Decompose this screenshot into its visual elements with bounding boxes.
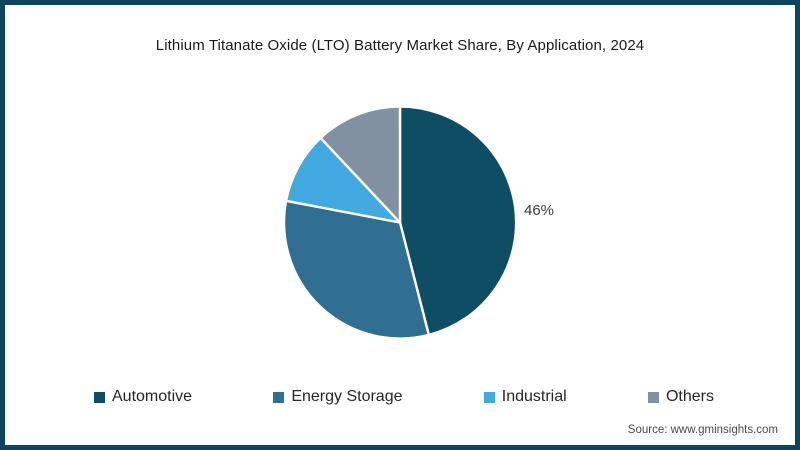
data-label-automotive: 46%: [524, 202, 555, 219]
legend-item-energy-storage[interactable]: Energy Storage: [273, 388, 403, 406]
legend-label: Others: [665, 388, 714, 405]
legend-item-industrial[interactable]: Industrial: [483, 388, 567, 406]
legend-swatch: [647, 391, 659, 403]
legend-item-others[interactable]: Others: [647, 388, 714, 406]
legend-label: Automotive: [112, 388, 193, 405]
source-attribution: Source: www.gminsights.com: [627, 424, 778, 436]
legend-label: Industrial: [501, 388, 567, 405]
legend-item-automotive[interactable]: Automotive: [94, 388, 192, 406]
legend: Automotive Energy Storage Industrial Oth…: [94, 388, 714, 406]
legend-swatch: [483, 391, 495, 403]
pie-slice-automotive[interactable]: [398, 105, 518, 337]
pie-slice-energy-storage[interactable]: [282, 199, 430, 340]
pie-slice-industrial[interactable]: [284, 136, 402, 224]
chart-title: Lithium Titanate Oxide (LTO) Battery Mar…: [155, 37, 645, 54]
legend-swatch: [94, 391, 105, 403]
legend-label: Energy Storage: [291, 388, 403, 405]
pie-slice-others[interactable]: [319, 105, 402, 224]
legend-swatch: [273, 391, 285, 403]
